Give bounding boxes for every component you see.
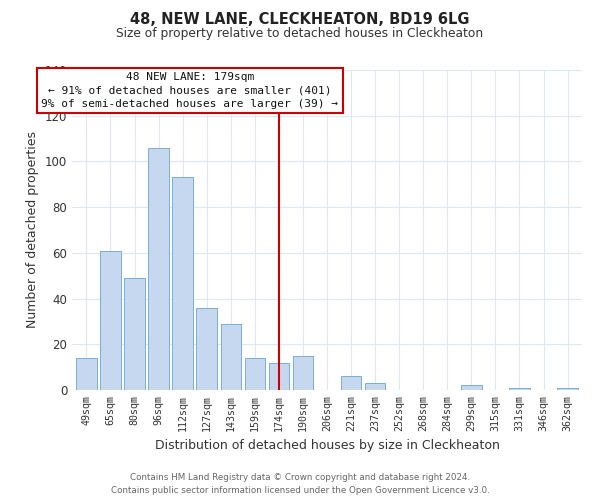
Bar (245, 358, 265, 390)
Bar (148, 148, 169, 390)
Bar (76, 358, 97, 390)
Bar (172, 178, 193, 390)
Bar (196, 308, 217, 390)
Bar (461, 386, 482, 390)
Bar (293, 356, 313, 390)
X-axis label: Distribution of detached houses by size in Cleckheaton: Distribution of detached houses by size … (155, 439, 499, 452)
Bar (509, 388, 530, 390)
Text: 48 NEW LANE: 179sqm
← 91% of detached houses are smaller (401)
9% of semi-detach: 48 NEW LANE: 179sqm ← 91% of detached ho… (41, 72, 338, 108)
Text: 48, NEW LANE, CLECKHEATON, BD19 6LG: 48, NEW LANE, CLECKHEATON, BD19 6LG (130, 12, 470, 28)
Text: Size of property relative to detached houses in Cleckheaton: Size of property relative to detached ho… (116, 28, 484, 40)
Bar (221, 324, 241, 390)
Bar (100, 250, 121, 390)
Bar (341, 376, 361, 390)
Y-axis label: Number of detached properties: Number of detached properties (26, 132, 39, 328)
Text: Contains HM Land Registry data © Crown copyright and database right 2024.
Contai: Contains HM Land Registry data © Crown c… (110, 473, 490, 495)
Bar (124, 278, 145, 390)
Bar (557, 388, 578, 390)
Bar (269, 362, 289, 390)
Bar (365, 383, 385, 390)
